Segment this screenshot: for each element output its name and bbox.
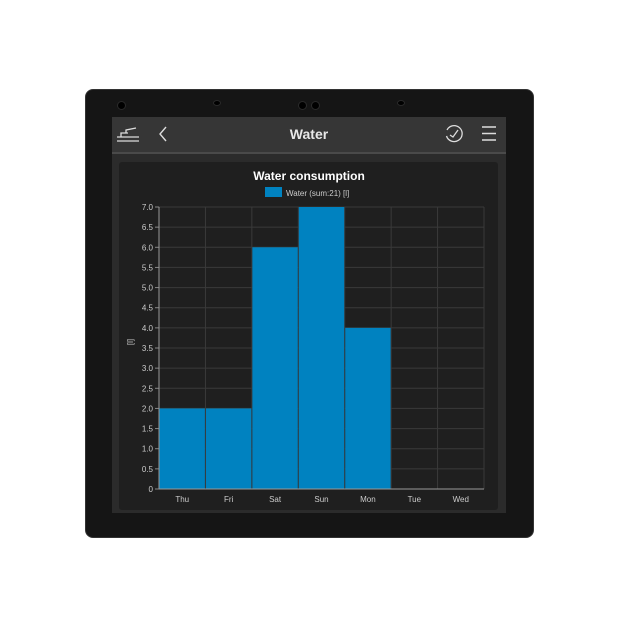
bar-mon (345, 327, 391, 489)
y-tick-label: 4.0 (142, 324, 154, 333)
x-tick-label: Sun (314, 495, 328, 504)
page-title: Water (289, 126, 329, 142)
y-tick-label: 2.5 (142, 384, 154, 393)
x-tick-label: Tue (408, 495, 422, 504)
sensor (397, 100, 405, 106)
legend-swatch (265, 187, 282, 197)
x-tick-label: Mon (360, 495, 376, 504)
y-tick-label: 3.0 (142, 364, 154, 373)
y-tick-label: 6.5 (142, 223, 154, 232)
sensor (298, 101, 307, 110)
history-clock-icon[interactable] (444, 124, 464, 144)
menu-icon[interactable] (482, 126, 496, 141)
header-bar: Water (112, 117, 506, 154)
y-axis-label: [l] (126, 339, 135, 345)
y-tick-label: 6.0 (142, 243, 154, 252)
x-tick-label: Thu (175, 495, 189, 504)
bar-sun (298, 207, 345, 489)
x-tick-label: Wed (453, 495, 469, 504)
back-chevron-icon[interactable] (158, 126, 168, 142)
x-tick-label: Fri (224, 495, 234, 504)
legend-label[interactable]: Water (sum:21) [l] (286, 189, 349, 198)
y-tick-label: 0 (149, 485, 154, 494)
y-tick-label: 5.5 (142, 263, 154, 272)
y-tick-label: 5.0 (142, 284, 154, 293)
y-tick-label: 1.0 (142, 445, 154, 454)
bar-fri (205, 408, 252, 489)
tap-icon[interactable] (116, 125, 140, 143)
y-tick-label: 4.5 (142, 304, 154, 313)
sensor (311, 101, 320, 110)
x-tick-label: Sat (269, 495, 282, 504)
bar-sat (252, 247, 298, 489)
chart-title: Water consumption (253, 169, 365, 183)
y-tick-label: 2.0 (142, 404, 154, 413)
y-tick-label: 7.0 (142, 203, 154, 212)
bar-thu (159, 408, 205, 489)
camera-dot (117, 101, 126, 110)
y-tick-label: 0.5 (142, 465, 154, 474)
y-tick-label: 3.5 (142, 344, 154, 353)
y-tick-label: 1.5 (142, 425, 154, 434)
sensor (213, 100, 221, 106)
